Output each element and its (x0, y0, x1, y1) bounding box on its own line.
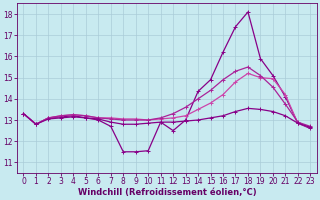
X-axis label: Windchill (Refroidissement éolien,°C): Windchill (Refroidissement éolien,°C) (77, 188, 256, 197)
